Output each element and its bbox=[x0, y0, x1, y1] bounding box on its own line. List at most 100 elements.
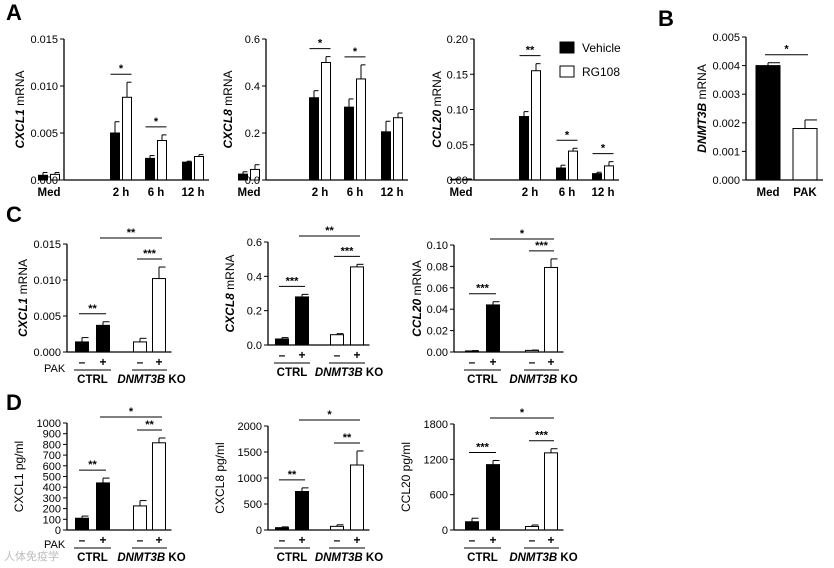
group-label-ko: DNMT3B KO bbox=[509, 374, 577, 386]
panel-letter-c: C bbox=[6, 202, 22, 227]
pak-sign: – bbox=[529, 355, 536, 369]
group-label-ko-gene: DNMT3B bbox=[315, 552, 363, 564]
pak-sign: – bbox=[279, 533, 286, 547]
panel-letter-a: A bbox=[6, 0, 22, 25]
significance-label: * bbox=[318, 38, 323, 50]
y-axis-label-unit: mRNA bbox=[430, 71, 444, 110]
y-tick-label: 0.00 bbox=[447, 175, 468, 187]
y-tick-label: 0.001 bbox=[712, 146, 740, 158]
y-tick-label: 0.4 bbox=[245, 81, 260, 93]
group-label-ctrl: CTRL bbox=[277, 552, 308, 564]
significance-label: * bbox=[784, 44, 789, 56]
significance-label: * bbox=[119, 63, 124, 75]
y-axis-label: DNMT3B mRNA bbox=[695, 64, 709, 153]
y-tick-label: 0.000 bbox=[30, 175, 58, 187]
bar-12h-vehicle bbox=[381, 131, 391, 181]
x-tick-label: Med bbox=[238, 187, 261, 199]
y-tick-label: 300 bbox=[43, 493, 61, 505]
x-tick-label: Med bbox=[450, 187, 473, 199]
bar-1 bbox=[295, 491, 309, 531]
group-label-ctrl: CTRL bbox=[277, 367, 308, 379]
significance-label: ** bbox=[88, 459, 97, 471]
y-tick-label: 0.00 bbox=[427, 347, 448, 359]
pak-sign: + bbox=[353, 533, 360, 547]
y-tick-label: 0.010 bbox=[33, 275, 61, 287]
y-tick-label: 1000 bbox=[37, 418, 61, 430]
bar-6h-vehicle bbox=[344, 106, 354, 181]
legend-swatch-vehicle bbox=[559, 41, 575, 54]
y-tick-label: 0.05 bbox=[447, 140, 468, 152]
y-tick-label: 0.003 bbox=[712, 89, 740, 101]
pak-sign: – bbox=[334, 348, 341, 362]
y-axis-label: CCL20 mRNA bbox=[430, 71, 444, 148]
x-tick-label: 12 h bbox=[591, 187, 614, 199]
y-tick-label: 1800 bbox=[424, 419, 448, 431]
group-label-ko-gene: DNMT3B bbox=[117, 374, 165, 386]
group-label-ko: DNMT3B KO bbox=[315, 367, 383, 379]
significance-label: ** bbox=[325, 225, 334, 237]
y-tick-label: 0.005 bbox=[30, 128, 58, 140]
significance-label: *** bbox=[341, 245, 355, 257]
group-label-ko: DNMT3B KO bbox=[509, 552, 577, 564]
significance-label: * bbox=[601, 143, 606, 155]
bar-3 bbox=[544, 266, 558, 353]
bar-1 bbox=[96, 482, 110, 531]
panel-letter-b: B bbox=[658, 6, 674, 31]
y-tick-label: 0.0 bbox=[245, 175, 260, 187]
legend-label-vehicle: Vehicle bbox=[582, 41, 621, 55]
bar-2h-rg108 bbox=[531, 70, 541, 181]
significance-label: ** bbox=[343, 432, 352, 444]
significance-label: *** bbox=[476, 283, 490, 295]
group-label-ko-gene: DNMT3B bbox=[117, 552, 165, 564]
y-tick-label: 1200 bbox=[424, 454, 448, 466]
x-tick-label: 12 h bbox=[380, 187, 403, 199]
group-label-ko-suffix: KO bbox=[165, 552, 186, 564]
y-tick-label: 0.004 bbox=[712, 61, 740, 73]
y-tick-label: 0.002 bbox=[712, 118, 740, 130]
y-axis-label: CXCL8 mRNA bbox=[221, 70, 235, 148]
bar-1 bbox=[486, 464, 500, 531]
group-label-ko-gene: DNMT3B bbox=[509, 552, 557, 564]
significance-label: ** bbox=[145, 419, 154, 431]
y-tick-label: 700 bbox=[43, 450, 61, 462]
bar-6h-rg108 bbox=[356, 78, 366, 181]
y-tick-label: 0.04 bbox=[427, 304, 448, 316]
y-tick-label: 900 bbox=[43, 429, 61, 441]
pak-sign: – bbox=[79, 355, 86, 369]
y-axis-label-unit: mRNA bbox=[223, 254, 237, 293]
x-tick-label: PAK bbox=[793, 187, 817, 199]
group-label-ctrl: CTRL bbox=[77, 552, 108, 564]
legend: Vehicle RG108 bbox=[559, 41, 621, 79]
bar-0 bbox=[755, 65, 781, 181]
bar-1 bbox=[792, 128, 818, 181]
pak-sign: + bbox=[298, 348, 305, 362]
x-tick-label: 6 h bbox=[148, 187, 165, 199]
bar-3 bbox=[152, 442, 166, 531]
pak-sign: – bbox=[469, 533, 476, 547]
chart-a1: 0.000 0.005 0.010 0.015 CXCL1 mRNA Med 2 h 6 h 1… bbox=[13, 34, 209, 199]
group-label-ko: DNMT3B KO bbox=[315, 552, 383, 564]
y-tick-label: 0.6 bbox=[247, 237, 262, 249]
pak-sign: + bbox=[489, 533, 496, 547]
group-label-ko: DNMT3B KO bbox=[117, 374, 185, 386]
group-label-ctrl: CTRL bbox=[467, 552, 498, 564]
significance-label: *** bbox=[535, 240, 549, 252]
pak-row-label: PAK bbox=[44, 363, 66, 375]
y-tick-label: 0.02 bbox=[427, 326, 448, 338]
y-tick-label: 0.6 bbox=[245, 34, 260, 46]
pak-sign: + bbox=[99, 533, 106, 547]
y-tick-label: 0.015 bbox=[30, 34, 58, 46]
pak-sign: + bbox=[155, 533, 162, 547]
bar-0 bbox=[275, 338, 289, 346]
group-label-ko-gene: DNMT3B bbox=[315, 367, 363, 379]
bar-12h-vehicle bbox=[182, 161, 192, 181]
bar-12h-vehicle bbox=[592, 173, 602, 181]
pak-sign: + bbox=[489, 355, 496, 369]
x-tick-label: 6 h bbox=[347, 187, 364, 199]
bar-2h-vehicle bbox=[110, 132, 120, 181]
pak-sign: – bbox=[79, 533, 86, 547]
